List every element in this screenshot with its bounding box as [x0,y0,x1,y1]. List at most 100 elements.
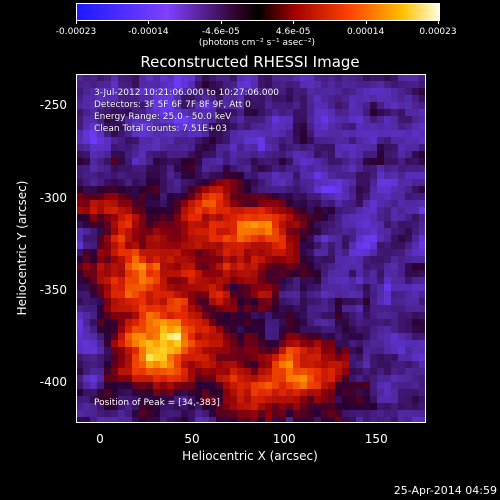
heatmap-cell [377,403,384,410]
heatmap-cell [146,228,153,235]
heatmap-cell [216,123,223,130]
colorbar-tick [365,20,367,24]
heatmap-cell [132,333,139,340]
heatmap-cell [419,193,426,200]
heatmap-cell [265,368,272,375]
heatmap-cell [223,291,230,298]
heatmap-cell [335,214,342,221]
heatmap-cell [230,214,237,221]
heatmap-cell [244,165,251,172]
heatmap-cell [223,102,230,109]
heatmap-cell [104,193,111,200]
heatmap-cell [293,368,300,375]
heatmap-cell [230,193,237,200]
heatmap-cell [160,95,167,102]
heatmap-cell [391,221,398,228]
heatmap-cell [377,102,384,109]
heatmap-cell [188,305,195,312]
heatmap-cell [314,312,321,319]
heatmap-cell [244,368,251,375]
heatmap-cell [370,417,377,423]
heatmap-cell [335,144,342,151]
heatmap-cell [188,312,195,319]
heatmap-cell [405,417,412,423]
heatmap-cell [132,340,139,347]
heatmap-cell [356,74,363,81]
heatmap-cell [398,326,405,333]
plot-area: 3-Jul-2012 10:21:06.000 to 10:27:06.000 … [76,74,426,423]
heatmap-cell [342,277,349,284]
heatmap-cell [223,144,230,151]
heatmap-cell [237,81,244,88]
heatmap-cell [391,403,398,410]
heatmap-cell [97,207,104,214]
heatmap-cell [293,74,300,81]
heatmap-cell [139,319,146,326]
heatmap-cell [83,151,90,158]
heatmap-cell [160,81,167,88]
heatmap-cell [258,235,265,242]
heatmap-cell [363,186,370,193]
heatmap-cell [153,130,160,137]
heatmap-cell [342,417,349,423]
heatmap-cell [223,298,230,305]
heatmap-cell [412,179,419,186]
heatmap-cell [244,95,251,102]
heatmap-cell [272,179,279,186]
heatmap-cell [111,284,118,291]
heatmap-cell [328,137,335,144]
heatmap-cell [216,291,223,298]
heatmap-cell [265,298,272,305]
heatmap-cell [223,179,230,186]
heatmap-cell [363,249,370,256]
y-axis-label: Heliocentric Y (arcsec) [15,180,29,316]
heatmap-cell [83,326,90,333]
heatmap-cell [363,382,370,389]
heatmap-cell [83,389,90,396]
heatmap-cell [286,256,293,263]
heatmap-cell [335,116,342,123]
heatmap-cell [349,333,356,340]
heatmap-cell [181,74,188,81]
heatmap-cell [76,88,83,95]
heatmap-cell [139,326,146,333]
heatmap-cell [293,179,300,186]
heatmap-cell [251,361,258,368]
heatmap-cell [139,256,146,263]
heatmap-cell [377,249,384,256]
heatmap-cell [405,165,412,172]
heatmap-cell [314,123,321,130]
heatmap-cell [419,130,426,137]
heatmap-cell [419,263,426,270]
heatmap-cell [321,263,328,270]
heatmap-cell [314,179,321,186]
heatmap-cell [188,214,195,221]
heatmap-cell [97,137,104,144]
heatmap-cell [181,151,188,158]
heatmap-cell [202,361,209,368]
heatmap-cell [349,375,356,382]
heatmap-cell [279,361,286,368]
heatmap-cell [230,200,237,207]
heatmap-cell [251,284,258,291]
heatmap-cell [125,291,132,298]
heatmap-cell [90,312,97,319]
heatmap-cell [202,95,209,102]
heatmap-cell [76,382,83,389]
heatmap-cell [300,375,307,382]
heatmap-cell [97,298,104,305]
heatmap-cell [419,116,426,123]
heatmap-cell [335,74,342,81]
heatmap-cell [363,333,370,340]
heatmap-cell [139,417,146,423]
heatmap-cell [167,403,174,410]
heatmap-cell [111,375,118,382]
heatmap-cell [97,368,104,375]
heatmap-cell [97,263,104,270]
heatmap-cell [153,291,160,298]
heatmap-cell [244,256,251,263]
heatmap-cell [167,186,174,193]
heatmap-cell [335,186,342,193]
heatmap-cell [76,291,83,298]
heatmap-cell [139,123,146,130]
